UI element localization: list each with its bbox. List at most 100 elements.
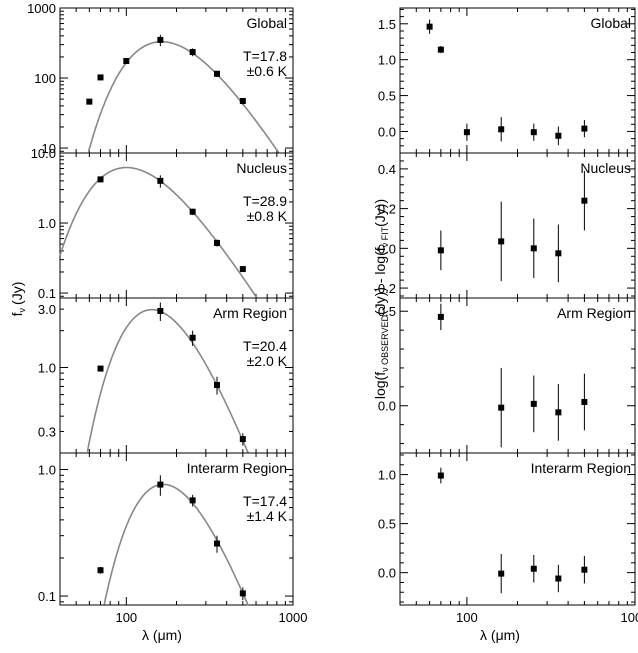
sed-panel-4-temperature: T=17.4 — [243, 493, 287, 509]
sed-panel-4-label: Interarm Region — [187, 460, 287, 476]
sed-panel-4-y-tick-label: 1.0 — [38, 462, 56, 477]
residual-panel-3-point — [555, 409, 562, 416]
residual-panel-1-point — [426, 23, 433, 30]
sed-panel-4-frame — [59, 452, 294, 606]
sed-panel-2-point — [239, 266, 246, 273]
residual-panel-4-label: Interarm Region — [531, 460, 631, 476]
residual-panel-3-point — [581, 398, 588, 405]
sed-panel-4-point — [157, 481, 164, 488]
sed-panel-3-fit-curve — [86, 308, 249, 454]
residual-panel-1-point — [530, 129, 537, 136]
sed-panel-1-point — [239, 97, 246, 104]
residual-panel-3-label: Arm Region — [557, 305, 631, 321]
residual-panel-2-point — [437, 247, 444, 254]
sed-panel-3-frame — [59, 297, 294, 454]
sed-panel-1-point — [189, 49, 196, 56]
sed-panel-1-fit-curve — [87, 40, 280, 154]
sed-panel-4-point — [97, 567, 104, 574]
residual-panel-2-point — [498, 238, 505, 245]
residual-panel-1-y-tick-label: 0.0 — [378, 124, 396, 139]
residual-panel-1-y-tick-label: 1.5 — [378, 17, 396, 32]
sed-panel-3-label: Arm Region — [213, 305, 287, 321]
residual-panel-1-y-tick-label: 0.5 — [378, 89, 396, 104]
residual-panel-1-point — [581, 125, 588, 132]
sed-panel-3-temperature-error: ±2.0 K — [247, 353, 288, 369]
sed-panel-1-y-tick-label: 1000 — [27, 1, 56, 16]
sed-panel-1-label: Global — [247, 15, 287, 31]
residual-panel-1-point — [498, 126, 505, 133]
sed-panel-1-temperature: T=17.8 — [243, 48, 287, 64]
sed-panel-2-point — [157, 177, 164, 184]
residual-panel-2-point — [530, 245, 537, 252]
residual-panel-2-y-tick-label: 0.2 — [378, 202, 396, 217]
residual-panel-1-y-tick-label: 1.0 — [378, 53, 396, 68]
sed-panel-3-point — [214, 381, 221, 388]
sed-panel-2-label: Nucleus — [236, 160, 287, 176]
residual-panel-2-y-tick-label: -0.2 — [374, 281, 396, 296]
sed-panel-3-point — [239, 436, 246, 443]
residual-panel-1-point — [437, 46, 444, 53]
sed-panel-2-y-tick-label: 0.1 — [38, 286, 56, 301]
sed-panel-3-point — [97, 365, 104, 372]
sed-panel-2-temperature: T=28.9 — [243, 193, 287, 209]
sed-panel-3-y-tick-label: 3.0 — [38, 302, 56, 317]
sed-panel-2-temperature-error: ±0.8 K — [247, 208, 288, 224]
left-y-axis-label: fν(Jy) — [9, 282, 27, 317]
sed-panel-1-point — [214, 70, 221, 77]
residual-panel-4-point — [530, 565, 537, 572]
sed-panel-2-fit-curve — [59, 166, 258, 299]
sed-panel-2-y-tick-label: 10.0 — [31, 146, 56, 161]
sed-panel-2-point — [97, 176, 104, 183]
sed-panel-2-y-tick-label: 1.0 — [38, 216, 56, 231]
residual-panel-2-label: Nucleus — [580, 160, 631, 176]
residual-panel-3-point — [437, 313, 444, 320]
residual-panel-2-y-tick-label: 0.4 — [378, 162, 396, 177]
residual-panel-2-point — [581, 197, 588, 204]
sed-panel-4-point — [189, 497, 196, 504]
residual-panel-2-point — [555, 250, 562, 257]
sed-panel-1-point — [123, 58, 130, 65]
residual-x-tick-label: 100 — [456, 610, 478, 625]
sed-panel-3-y-tick-label: 0.3 — [38, 424, 56, 439]
residual-panel-2-y-tick-label: 0.0 — [378, 241, 396, 256]
sed-panel-3-point — [157, 307, 164, 314]
residual-panel-4-y-tick-label: 1.0 — [378, 468, 396, 483]
sed-x-tick-label: 1000 — [279, 610, 308, 625]
sed-panel-1-point — [97, 74, 104, 81]
residual-panel-3-frame — [399, 297, 636, 454]
residual-panel-4-frame — [399, 452, 636, 606]
residual-panel-3-y-tick-label: 0.5 — [378, 304, 396, 319]
residual-panel-3-point — [498, 404, 505, 411]
residual-x-tick-label: 1000 — [621, 610, 638, 625]
sed-panel-3-y-tick-label: 1.0 — [38, 361, 56, 376]
sed-panel-4-y-tick-label: 0.1 — [38, 589, 56, 604]
residual-panel-3-point — [530, 400, 537, 407]
sed-panel-1-point — [86, 98, 93, 105]
residual-panel-4-y-tick-label: 0.5 — [378, 517, 396, 532]
residual-panel-1-point — [463, 129, 470, 136]
sed-panel-2-point — [189, 208, 196, 215]
sed-x-tick-label: 100 — [115, 610, 137, 625]
sed-panel-1-y-tick-label: 10 — [42, 141, 56, 156]
residual-panel-4-point — [437, 472, 444, 479]
residual-panel-3-y-tick-label: 0.0 — [378, 399, 396, 414]
sed-panel-1-temperature-error: ±0.6 K — [247, 63, 288, 79]
right-x-axis-label: λ (μm) — [480, 627, 520, 643]
residual-panel-4-point — [581, 566, 588, 573]
sed-panel-4-point — [239, 590, 246, 597]
sed-panel-4-point — [214, 540, 221, 547]
sed-panel-1-y-tick-label: 100 — [34, 71, 56, 86]
sed-panel-3-temperature: T=20.4 — [243, 338, 287, 354]
right-y-axis-label: log(fν OBSERVED(Jy)) - log(fν FIT(Jy)) — [372, 199, 390, 399]
sed-panel-4-fit-curve — [103, 483, 249, 606]
residual-panel-4-point — [555, 575, 562, 582]
sed-panel-2-point — [214, 239, 221, 246]
residual-panel-1-point — [555, 132, 562, 139]
residual-panel-4-y-tick-label: 0.0 — [378, 566, 396, 581]
sed-panel-3-point — [189, 334, 196, 341]
residual-panel-1-label: Global — [591, 15, 631, 31]
residual-panel-4-point — [498, 570, 505, 577]
sed-panel-4-temperature-error: ±1.4 K — [247, 508, 288, 524]
